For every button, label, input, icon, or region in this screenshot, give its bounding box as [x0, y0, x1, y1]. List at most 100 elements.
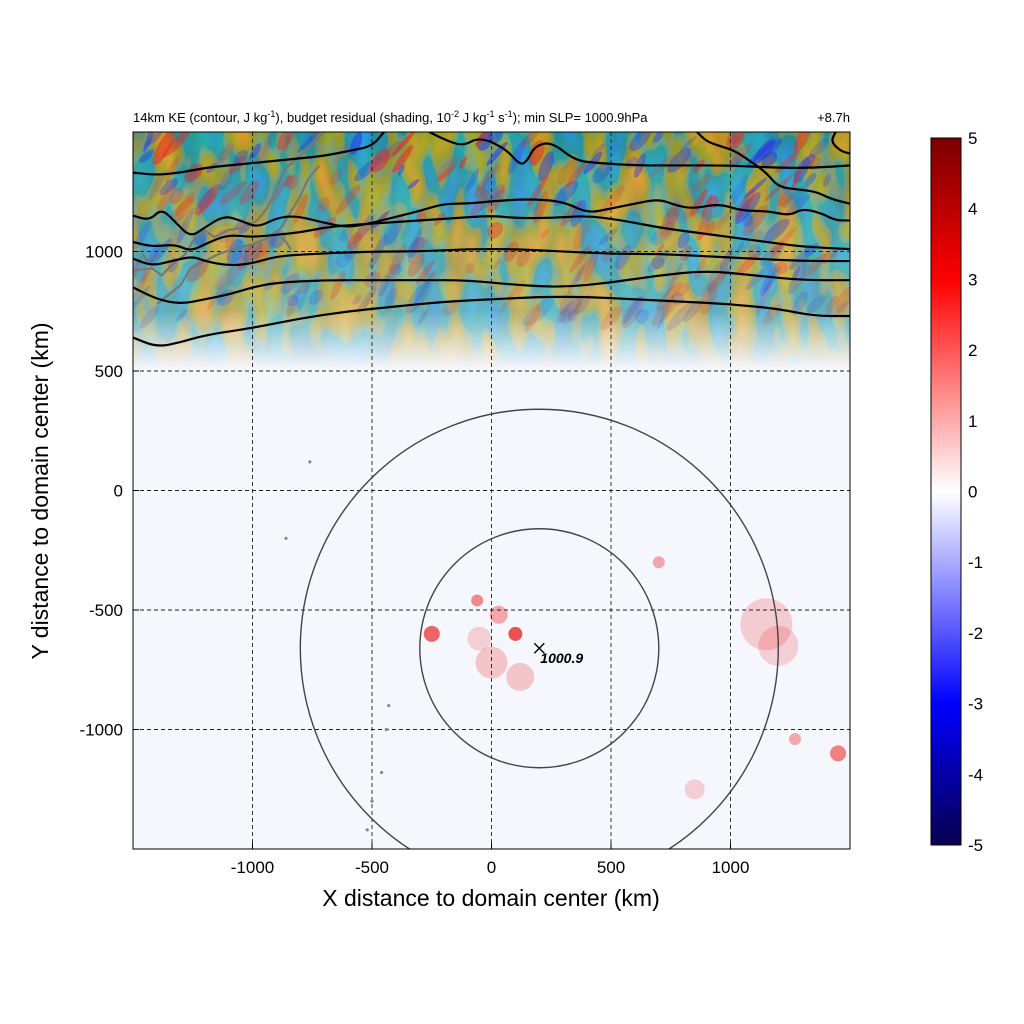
shading-streak [474, 185, 486, 199]
shading-streak [760, 244, 784, 267]
shading-streak [623, 295, 643, 325]
shading-streak [507, 138, 527, 175]
shading-streak [634, 308, 650, 324]
shading-streak [176, 207, 194, 245]
x-axis-ticks: -1000 -500 0 500 1000 [231, 843, 750, 877]
ke-contour-line [133, 198, 850, 236]
shading-streak [793, 157, 811, 184]
shading-streak [567, 309, 578, 322]
shading-streak [271, 182, 285, 204]
shading-streak [576, 254, 594, 282]
shading-streak [218, 168, 233, 192]
shading-streak [666, 301, 694, 331]
shading-streak [705, 220, 716, 236]
shading-streak [744, 177, 768, 199]
shading-streak [525, 304, 542, 332]
shading-streak [427, 271, 437, 281]
shading-blob [471, 594, 484, 607]
shading-streak [699, 279, 719, 315]
shading-streak [742, 214, 753, 227]
shading-streak [679, 245, 693, 262]
shading-streak [742, 205, 769, 237]
shading-streak [680, 206, 694, 223]
x-tick-label: 500 [597, 858, 625, 877]
shading-streak [139, 305, 159, 329]
shading-streak [752, 229, 764, 242]
x-tick-label: 1000 [712, 858, 750, 877]
shading-streak [677, 231, 690, 249]
shading-streak [330, 270, 346, 301]
colorbar-tick-label: -3 [968, 695, 983, 714]
colorbar-ticks: 5 4 3 2 1 0 -1 -2 -3 -4 -5 [968, 129, 983, 855]
shading-streak [572, 219, 590, 251]
shading-streak [655, 243, 665, 256]
shading-streak [598, 227, 619, 246]
shading-streak [282, 175, 294, 187]
colorbar-tick-label: -4 [968, 765, 983, 784]
shading-streak [436, 156, 459, 182]
shading-streak [652, 132, 664, 143]
shading-streak [806, 294, 826, 314]
shading-streak [469, 189, 490, 219]
shading-streak [296, 278, 312, 313]
shading-blob [489, 605, 508, 624]
shading-streak [836, 286, 850, 315]
shading-streak [458, 156, 467, 169]
shading-streak [804, 172, 817, 187]
shading-streak [352, 294, 362, 306]
shading-streak [159, 178, 179, 196]
shading-streak [656, 281, 682, 311]
shading-streak [716, 267, 732, 281]
shading-streak [592, 142, 606, 157]
shading-streak [198, 187, 215, 209]
shading-streak [253, 136, 273, 170]
x-tick-label: 0 [487, 858, 496, 877]
shading-streak [436, 164, 456, 182]
shading-streak [732, 132, 755, 147]
shading-streak [788, 242, 819, 271]
shading-blob [467, 626, 492, 651]
island [308, 460, 312, 464]
shading-streak [615, 245, 632, 270]
shading-streak [226, 239, 244, 266]
island [384, 727, 388, 732]
shading-streak [364, 285, 378, 308]
shading-streak [392, 145, 414, 174]
island [387, 704, 391, 708]
shading-streak [516, 248, 531, 267]
shading-streak [520, 132, 545, 149]
ke-contour-line [831, 132, 850, 155]
shading-streak [353, 213, 375, 244]
ke-contour-line [428, 132, 850, 169]
shading-streak [186, 258, 209, 283]
shading-streak [370, 148, 391, 173]
shading-streak [493, 257, 502, 270]
shading-streak [414, 278, 430, 304]
shading-streak [174, 192, 195, 222]
shading-streak [647, 155, 674, 178]
y-tick-label: 0 [114, 482, 123, 501]
shading-streak [143, 132, 159, 153]
shading-streak [475, 132, 489, 147]
shading-streak [148, 169, 168, 200]
shading-streak [280, 272, 300, 295]
shading-streak [763, 218, 790, 243]
x-tick-label: -500 [355, 858, 389, 877]
shading-streak [309, 289, 323, 306]
shading-streak [776, 195, 788, 208]
ke-contour-line [696, 132, 850, 205]
shading-streak [809, 138, 829, 158]
shading-streak [296, 132, 324, 153]
shading-streak [822, 174, 832, 187]
shading-streak [753, 138, 776, 165]
shading-streak [667, 147, 692, 173]
shading-streak [708, 270, 727, 293]
shading-streak [417, 309, 429, 325]
shading-streak [680, 135, 697, 152]
shading-streak [346, 220, 374, 247]
shading-streak [792, 266, 801, 281]
ke-contours [133, 132, 850, 347]
shading-streak [528, 140, 545, 166]
shading-streak [224, 219, 247, 249]
shading-streak [397, 164, 405, 176]
